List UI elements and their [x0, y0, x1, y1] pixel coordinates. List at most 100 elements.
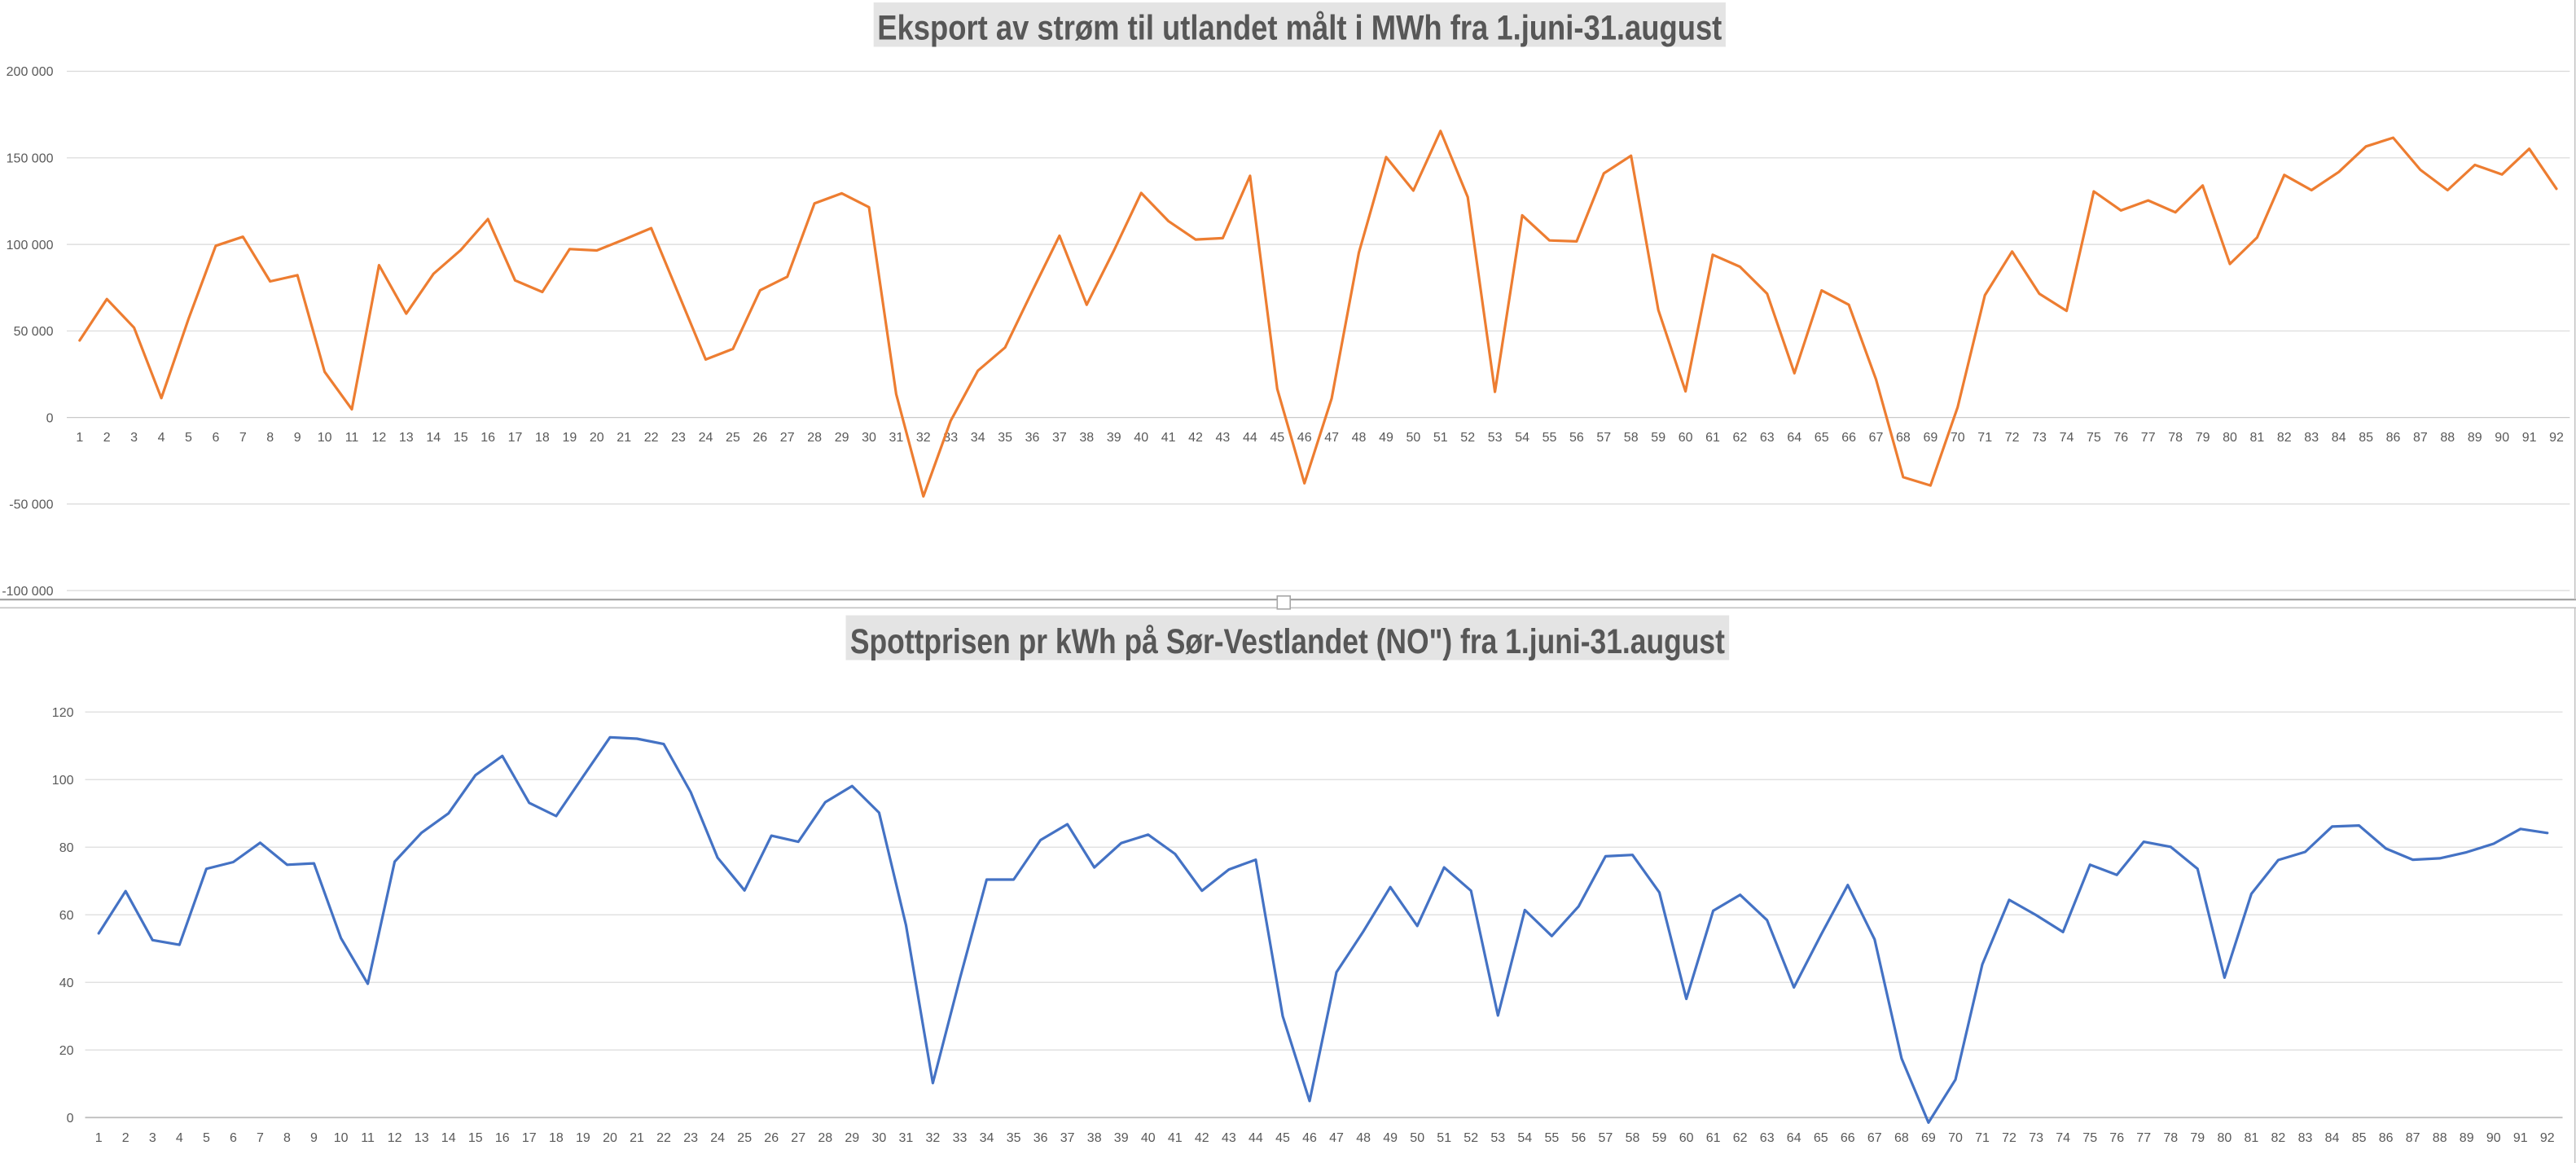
svg-text:37: 37 — [1052, 431, 1067, 445]
svg-text:5: 5 — [185, 431, 192, 445]
svg-text:39: 39 — [1114, 1131, 1129, 1145]
svg-text:55: 55 — [1543, 431, 1557, 445]
svg-text:6: 6 — [230, 1131, 237, 1145]
svg-text:67: 67 — [1869, 431, 1884, 445]
svg-text:61: 61 — [1706, 1131, 1721, 1145]
svg-text:21: 21 — [630, 1131, 644, 1145]
svg-text:200 000: 200 000 — [7, 65, 54, 79]
svg-text:22: 22 — [644, 431, 659, 445]
svg-text:58: 58 — [1624, 431, 1639, 445]
svg-text:61: 61 — [1705, 431, 1720, 445]
svg-text:91: 91 — [2513, 1131, 2528, 1145]
svg-text:12: 12 — [388, 1131, 402, 1145]
svg-text:60: 60 — [1679, 1131, 1694, 1145]
svg-text:59: 59 — [1652, 1131, 1667, 1145]
svg-text:14: 14 — [426, 431, 441, 445]
svg-text:41: 41 — [1168, 1131, 1183, 1145]
svg-text:60: 60 — [59, 909, 74, 923]
svg-text:52: 52 — [1464, 1131, 1478, 1145]
svg-text:51: 51 — [1437, 1131, 1451, 1145]
svg-text:27: 27 — [791, 1131, 805, 1145]
svg-text:70: 70 — [1948, 1131, 1963, 1145]
svg-text:81: 81 — [2245, 1131, 2259, 1145]
svg-text:29: 29 — [835, 431, 849, 445]
svg-text:68: 68 — [1896, 431, 1911, 445]
svg-text:50: 50 — [1410, 1131, 1424, 1145]
svg-text:3: 3 — [149, 1131, 156, 1145]
svg-text:20: 20 — [59, 1044, 74, 1058]
svg-text:43: 43 — [1222, 1131, 1236, 1145]
svg-text:73: 73 — [2032, 431, 2047, 445]
svg-text:23: 23 — [683, 1131, 698, 1145]
svg-text:39: 39 — [1107, 431, 1121, 445]
svg-text:76: 76 — [2113, 431, 2128, 445]
svg-text:69: 69 — [1921, 1131, 1936, 1145]
svg-text:9: 9 — [310, 1131, 318, 1145]
svg-text:49: 49 — [1379, 431, 1393, 445]
svg-text:19: 19 — [563, 431, 577, 445]
svg-text:8: 8 — [283, 1131, 291, 1145]
svg-text:74: 74 — [2056, 1131, 2070, 1145]
svg-text:120: 120 — [52, 706, 74, 720]
svg-text:92: 92 — [2540, 1131, 2555, 1145]
svg-text:18: 18 — [535, 431, 550, 445]
svg-text:86: 86 — [2386, 431, 2401, 445]
svg-text:18: 18 — [549, 1131, 564, 1145]
svg-text:35: 35 — [998, 431, 1012, 445]
svg-text:23: 23 — [671, 431, 686, 445]
svg-text:28: 28 — [807, 431, 822, 445]
svg-text:82: 82 — [2277, 431, 2292, 445]
svg-text:92: 92 — [2549, 431, 2564, 445]
svg-text:44: 44 — [1243, 431, 1257, 445]
svg-text:38: 38 — [1079, 431, 1094, 445]
svg-text:78: 78 — [2168, 431, 2183, 445]
svg-text:64: 64 — [1787, 1131, 1801, 1145]
svg-text:71: 71 — [1975, 1131, 1990, 1145]
svg-text:65: 65 — [1815, 431, 1829, 445]
svg-text:76: 76 — [2109, 1131, 2124, 1145]
svg-text:30: 30 — [862, 431, 876, 445]
svg-text:66: 66 — [1841, 1131, 1855, 1145]
svg-text:22: 22 — [656, 1131, 671, 1145]
svg-text:79: 79 — [2196, 431, 2210, 445]
svg-text:26: 26 — [764, 1131, 779, 1145]
svg-text:-100 000: -100 000 — [2, 585, 53, 599]
svg-text:84: 84 — [2332, 431, 2346, 445]
svg-text:37: 37 — [1060, 1131, 1075, 1145]
svg-text:77: 77 — [2141, 431, 2156, 445]
svg-text:40: 40 — [1141, 1131, 1156, 1145]
svg-text:25: 25 — [726, 431, 740, 445]
svg-text:89: 89 — [2468, 431, 2482, 445]
svg-text:31: 31 — [899, 1131, 914, 1145]
svg-text:40: 40 — [1134, 431, 1148, 445]
svg-text:51: 51 — [1433, 431, 1448, 445]
svg-text:64: 64 — [1787, 431, 1801, 445]
svg-text:26: 26 — [753, 431, 767, 445]
svg-text:20: 20 — [603, 1131, 617, 1145]
svg-text:65: 65 — [1814, 1131, 1828, 1145]
svg-text:44: 44 — [1249, 1131, 1263, 1145]
svg-text:9: 9 — [294, 431, 301, 445]
svg-text:32: 32 — [916, 431, 931, 445]
svg-text:87: 87 — [2413, 431, 2428, 445]
svg-text:80: 80 — [2223, 431, 2237, 445]
svg-text:10: 10 — [318, 431, 332, 445]
svg-text:47: 47 — [1329, 1131, 1344, 1145]
svg-text:11: 11 — [345, 431, 359, 445]
svg-text:0: 0 — [46, 411, 54, 425]
svg-text:30: 30 — [872, 1131, 887, 1145]
svg-text:Eksport av strøm til utlandet: Eksport av strøm til utlandet målt i MWh… — [877, 9, 1722, 48]
svg-text:75: 75 — [2087, 431, 2101, 445]
svg-text:48: 48 — [1352, 431, 1367, 445]
svg-text:88: 88 — [2440, 431, 2455, 445]
svg-text:74: 74 — [2060, 431, 2074, 445]
svg-text:29: 29 — [845, 1131, 859, 1145]
svg-text:60: 60 — [1679, 431, 1693, 445]
svg-text:54: 54 — [1517, 1131, 1532, 1145]
svg-text:1: 1 — [76, 431, 83, 445]
svg-text:54: 54 — [1515, 431, 1529, 445]
svg-text:80: 80 — [59, 841, 74, 855]
svg-text:67: 67 — [1867, 1131, 1882, 1145]
svg-text:79: 79 — [2190, 1131, 2205, 1145]
svg-text:62: 62 — [1733, 431, 1748, 445]
